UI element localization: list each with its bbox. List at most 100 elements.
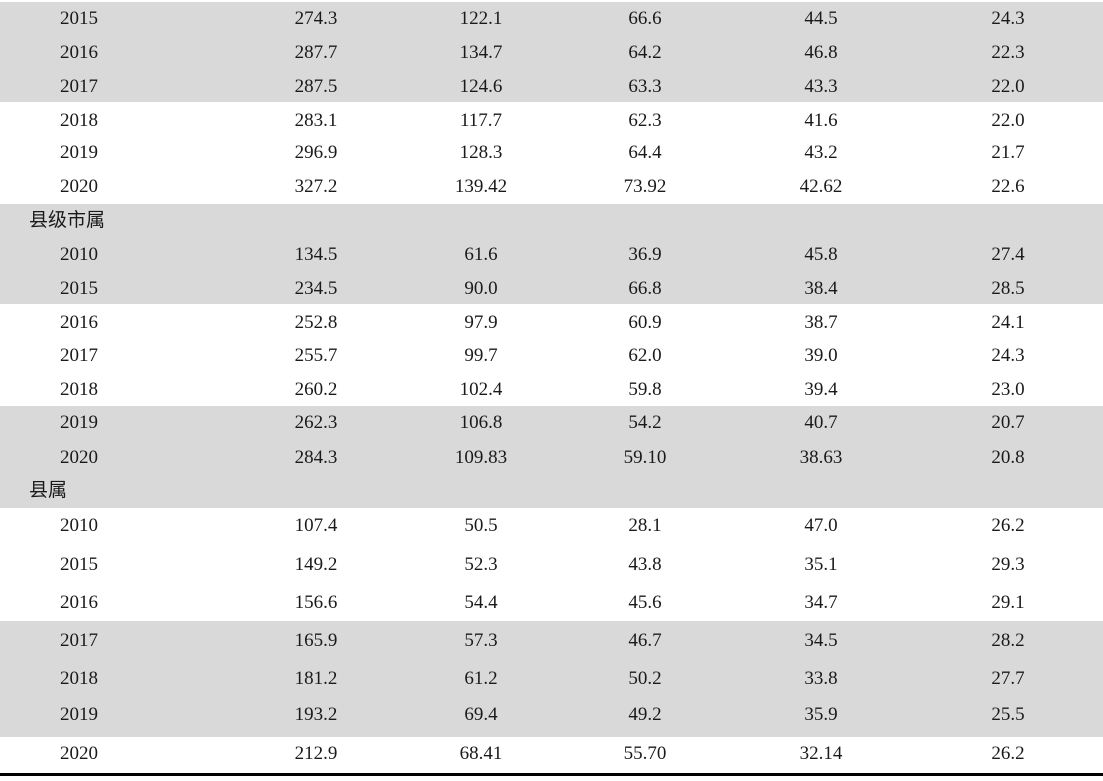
value-cell: 69.4 <box>464 704 498 725</box>
value-cell: 287.7 <box>294 42 338 63</box>
value-cell: 38.7 <box>804 312 838 333</box>
value-cell: 21.7 <box>991 142 1025 163</box>
value-cell: 97.9 <box>464 312 498 333</box>
table-row: 2017 255.7 99.7 62.0 39.0 24.3 <box>0 339 1103 373</box>
value-cell: 34.7 <box>804 592 838 613</box>
value-cell: 22.0 <box>991 110 1025 131</box>
value-cell: 117.7 <box>459 110 503 131</box>
value-cell: 46.8 <box>804 42 838 63</box>
year-cell: 2015 <box>60 8 98 29</box>
shaded-band <box>0 406 1103 508</box>
value-cell: 39.0 <box>804 345 838 366</box>
value-cell: 255.7 <box>294 345 338 366</box>
value-cell: 23.0 <box>991 379 1025 400</box>
value-cell: 22.3 <box>991 42 1025 63</box>
year-cell: 2018 <box>60 110 98 131</box>
value-cell: 122.1 <box>459 8 503 29</box>
value-cell: 139.42 <box>454 176 508 197</box>
value-cell: 64.4 <box>628 142 662 163</box>
section-label: 县属 <box>29 480 68 501</box>
table-row: 2020 327.2 139.42 73.92 42.62 22.6 <box>0 170 1103 204</box>
table-row: 2010 107.4 50.5 28.1 47.0 26.2 <box>0 509 1103 543</box>
year-cell: 2019 <box>60 704 98 725</box>
table-row: 2018 181.2 61.2 50.2 33.8 27.7 <box>0 662 1103 696</box>
table-row: 2015 274.3 122.1 66.6 44.5 24.3 <box>0 2 1103 36</box>
value-cell: 262.3 <box>294 412 338 433</box>
table-row: 2010 134.5 61.6 36.9 45.8 27.4 <box>0 238 1103 272</box>
value-cell: 99.7 <box>464 345 498 366</box>
year-cell: 2016 <box>60 42 98 63</box>
value-cell: 55.70 <box>623 743 667 764</box>
value-cell: 20.8 <box>991 447 1025 468</box>
value-cell: 156.6 <box>294 592 338 613</box>
value-cell: 50.2 <box>628 668 662 689</box>
value-cell: 24.1 <box>991 312 1025 333</box>
table-row: 2017 165.9 57.3 46.7 34.5 28.2 <box>0 624 1103 658</box>
value-cell: 296.9 <box>294 142 338 163</box>
value-cell: 42.62 <box>799 176 843 197</box>
table-row: 2020 212.9 68.41 55.70 32.14 26.2 <box>0 737 1103 771</box>
value-cell: 64.2 <box>628 42 662 63</box>
year-cell: 2020 <box>60 447 98 468</box>
value-cell: 274.3 <box>294 8 338 29</box>
year-cell: 2015 <box>60 554 98 575</box>
value-cell: 29.3 <box>991 554 1025 575</box>
value-cell: 61.2 <box>464 668 498 689</box>
value-cell: 62.3 <box>628 110 662 131</box>
value-cell: 38.63 <box>799 447 843 468</box>
year-cell: 2018 <box>60 668 98 689</box>
year-cell: 2020 <box>60 743 98 764</box>
year-cell: 2017 <box>60 345 98 366</box>
value-cell: 24.3 <box>991 8 1025 29</box>
value-cell: 25.5 <box>991 704 1025 725</box>
value-cell: 47.0 <box>804 515 838 536</box>
value-cell: 193.2 <box>294 704 338 725</box>
value-cell: 39.4 <box>804 379 838 400</box>
shaded-band <box>0 2 1103 102</box>
value-cell: 28.5 <box>991 278 1025 299</box>
value-cell: 54.2 <box>628 412 662 433</box>
value-cell: 90.0 <box>464 278 498 299</box>
year-cell: 2019 <box>60 412 98 433</box>
year-cell: 2020 <box>60 176 98 197</box>
table-row: 2019 262.3 106.8 54.2 40.7 20.7 <box>0 406 1103 440</box>
value-cell: 134.5 <box>294 244 338 265</box>
value-cell: 124.6 <box>459 76 503 97</box>
value-cell: 27.4 <box>991 244 1025 265</box>
shaded-band <box>0 204 1103 304</box>
value-cell: 66.6 <box>628 8 662 29</box>
value-cell: 41.6 <box>804 110 838 131</box>
value-cell: 36.9 <box>628 244 662 265</box>
year-cell: 2017 <box>60 76 98 97</box>
value-cell: 45.6 <box>628 592 662 613</box>
value-cell: 32.14 <box>799 743 843 764</box>
value-cell: 28.1 <box>628 515 662 536</box>
value-cell: 106.8 <box>459 412 503 433</box>
value-cell: 134.7 <box>459 42 503 63</box>
value-cell: 38.4 <box>804 278 838 299</box>
value-cell: 107.4 <box>294 515 338 536</box>
value-cell: 43.2 <box>804 142 838 163</box>
value-cell: 284.3 <box>294 447 338 468</box>
value-cell: 45.8 <box>804 244 838 265</box>
value-cell: 43.3 <box>804 76 838 97</box>
year-cell: 2016 <box>60 592 98 613</box>
table-row: 2020 284.3 109.83 59.10 38.63 20.8 <box>0 441 1103 475</box>
value-cell: 46.7 <box>628 630 662 651</box>
section-header-row: 县属 <box>0 474 1103 508</box>
value-cell: 252.8 <box>294 312 338 333</box>
value-cell: 49.2 <box>628 704 662 725</box>
table-row: 2016 287.7 134.7 64.2 46.8 22.3 <box>0 36 1103 70</box>
value-cell: 61.6 <box>464 244 498 265</box>
value-cell: 43.8 <box>628 554 662 575</box>
value-cell: 22.0 <box>991 76 1025 97</box>
value-cell: 29.1 <box>991 592 1025 613</box>
value-cell: 287.5 <box>294 76 338 97</box>
value-cell: 212.9 <box>294 743 338 764</box>
value-cell: 26.2 <box>991 743 1025 764</box>
table-bottom-rule <box>0 773 1103 776</box>
table-row: 2016 252.8 97.9 60.9 38.7 24.1 <box>0 306 1103 340</box>
value-cell: 44.5 <box>804 8 838 29</box>
year-cell: 2010 <box>60 244 98 265</box>
